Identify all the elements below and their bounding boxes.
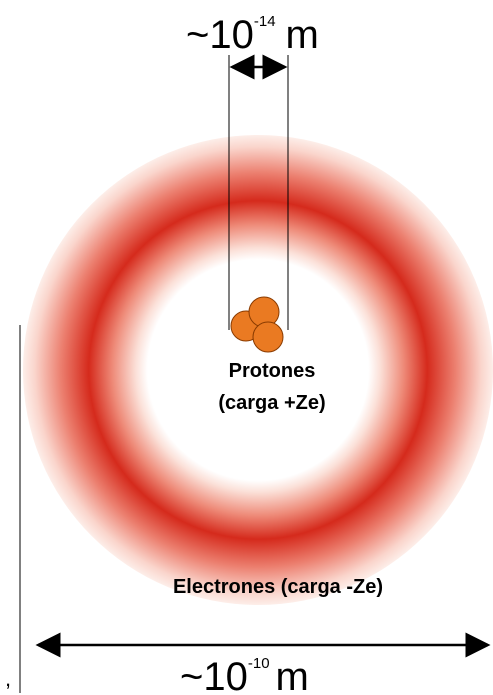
stray-mark: , [5, 666, 11, 691]
bottom-base: ~10 [180, 655, 248, 695]
bottom-unit: m [276, 655, 309, 695]
bottom-exponent: -10 [248, 655, 270, 672]
electron-label: Electrones (carga -Ze) [173, 576, 383, 598]
top-exponent: -14 [254, 13, 276, 30]
atom-diagram: ~10-14m Protones (carga +Ze) Electrones … [0, 0, 493, 695]
top-label: ~10-14 m [186, 13, 319, 57]
bottom-label: ~10-10 m [180, 655, 309, 695]
page: {"top_label": {"base": "~10", "exponent"… [0, 0, 493, 695]
nucleus-label: (carga +Ze) [218, 392, 325, 414]
top-unit: m [286, 13, 319, 57]
proton [253, 322, 283, 352]
top-base: ~10 [186, 13, 254, 57]
nucleus-label: Protones [229, 360, 316, 382]
